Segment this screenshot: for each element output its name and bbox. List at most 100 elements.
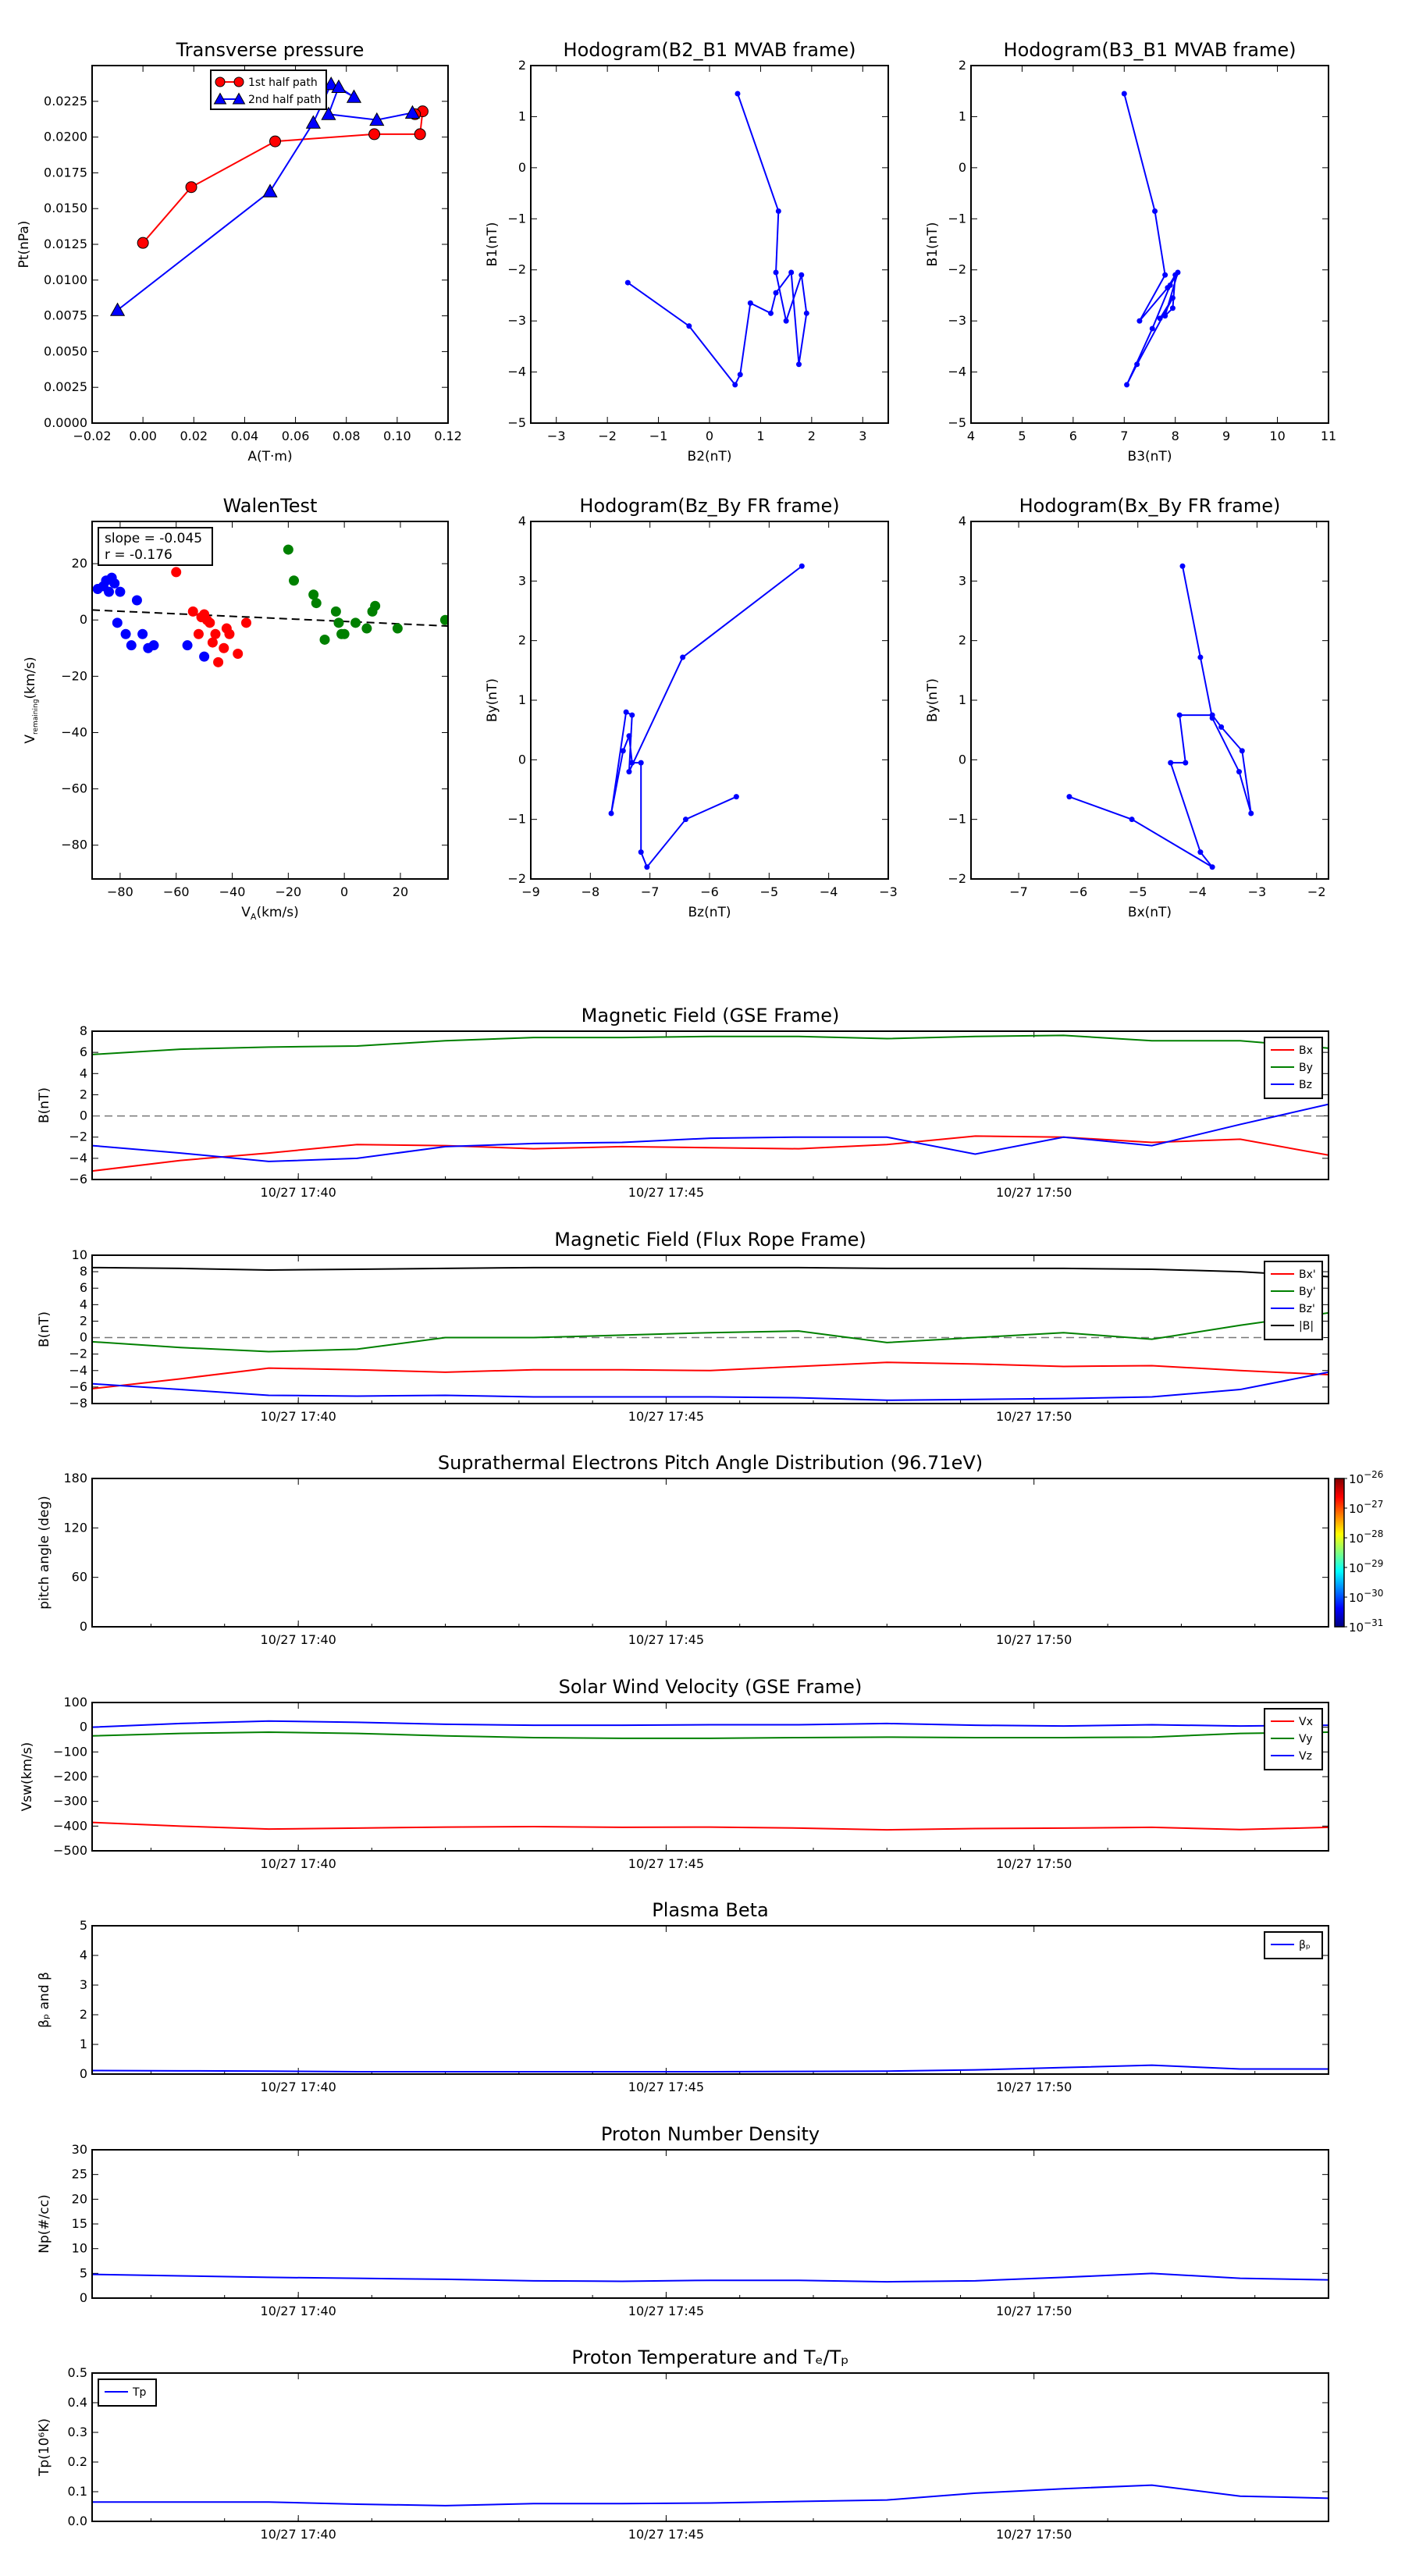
x-tick-label: 10/27 17:45 [628,1409,704,1424]
y-tick-label: 30 [72,2142,87,2157]
x-tick-label: 6 [1069,429,1077,443]
x-tick-label: 0.10 [383,429,411,443]
data-point [185,181,197,194]
y-tick-label: 4 [959,514,966,528]
y-tick-label: 0.5 [68,2365,87,2380]
x-tick-label: 10/27 17:40 [261,1632,336,1647]
series-line [92,1311,1329,1353]
legend-label: By [1299,1062,1313,1074]
data-point [732,382,738,388]
y-tick-label: −3 [507,313,526,328]
x-tick-label: 10/27 17:40 [261,2080,336,2094]
y-tick-label: 1 [518,692,526,707]
y-axis-label: B1(nT) [925,222,941,267]
chart-title: Hodogram(Bx_By FR frame) [1019,495,1281,517]
x-tick-label: 20 [393,884,408,899]
series-line [610,565,802,869]
y-axis-label: Tp(10⁶K) [37,2418,52,2477]
x-tick-label: 11 [1321,429,1336,443]
data-point [321,106,336,120]
x-axis-label: VA(km/s) [241,905,298,922]
chart-title: Magnetic Field (GSE Frame) [582,1005,840,1026]
y-tick-label: 0 [80,2290,87,2305]
x-tick-label: 10/27 17:50 [996,2527,1072,2542]
data-point [773,269,779,276]
series-line [92,1720,1329,1728]
y-tick-label: 0 [518,752,526,767]
y-tick-label: 0.0050 [44,343,87,358]
plot-area [92,1720,1329,1831]
legend-marker [213,92,227,105]
y-tick-label: 180 [63,1471,87,1485]
legend-label: Bz [1299,1079,1312,1091]
data-point [414,128,426,141]
data-point [1236,769,1242,775]
y-axis-label: By(nT) [925,678,941,722]
y-tick-label: −6 [69,1172,87,1187]
y-tick-label: −200 [53,1769,87,1784]
plot-frame [91,521,449,880]
data-point [1121,91,1127,97]
plot-area [1066,563,1254,870]
y-tick-label: 2 [959,58,966,73]
data-point [308,589,319,600]
series-line [92,2272,1329,2283]
x-tick-label: 8 [1172,429,1179,443]
data-point [148,640,159,651]
y-tick-label: 3 [518,573,526,588]
y-tick-label: 2 [959,633,966,648]
plot-area [92,2064,1329,2073]
data-point [1136,318,1143,324]
data-point [1197,849,1204,856]
x-tick-label: 0.06 [282,429,310,443]
data-point [346,89,362,103]
y-tick-label: 0.1 [68,2484,87,2499]
x-tick-label: 0.12 [434,429,462,443]
data-point [109,578,120,589]
y-tick-label: −8 [69,1396,87,1411]
chart-title: WalenTest [223,495,318,517]
y-tick-label: 0.4 [68,2395,87,2410]
y-tick-label: 10 [72,2241,87,2256]
y-tick-label: −5 [948,415,966,430]
plot-area [92,544,448,667]
data-point [210,628,221,639]
data-point [171,567,182,578]
data-point [1209,712,1215,718]
x-tick-label: 0.02 [180,429,208,443]
y-tick-label: −6 [69,1379,87,1394]
series-line [92,1103,1329,1162]
x-tick-label: 0.08 [333,429,361,443]
data-point [224,628,235,639]
data-point [1179,563,1186,569]
y-tick-label: −1 [948,211,966,226]
x-tick-label: −3 [879,884,898,899]
y-tick-label: −500 [53,1843,87,1858]
y-tick-label: 6 [80,1280,87,1295]
data-point [783,318,789,324]
chart-tp: −0.02 0.00 0.02 0.04 0.06 0.08 0.10 0.12 0.0000 0… [16,39,462,464]
x-tick-label: −20 [275,884,301,899]
data-point [1162,272,1168,278]
data-point [682,817,688,823]
data-point [333,617,344,628]
data-point [623,709,629,715]
data-point [773,290,779,296]
data-point [1239,748,1245,754]
x-tick-label: −1 [649,429,668,443]
x-tick-label: −8 [582,884,600,899]
y-tick-label: −4 [69,1151,87,1165]
legend-label: Bx' [1299,1268,1316,1281]
y-axis-label: Pt(nPa) [16,221,32,269]
data-point [620,748,626,754]
y-tick-label: 1 [959,692,966,707]
y-tick-label: 8 [80,1264,87,1279]
x-tick-label: 10/27 17:40 [261,2527,336,2542]
y-tick-label: 60 [72,1570,87,1585]
data-point [137,628,148,639]
x-tick-label: −0.02 [73,429,111,443]
data-point [624,279,631,286]
x-axis-label: B2(nT) [688,449,732,464]
y-tick-label: −3 [948,313,966,328]
series-line [92,2484,1329,2507]
